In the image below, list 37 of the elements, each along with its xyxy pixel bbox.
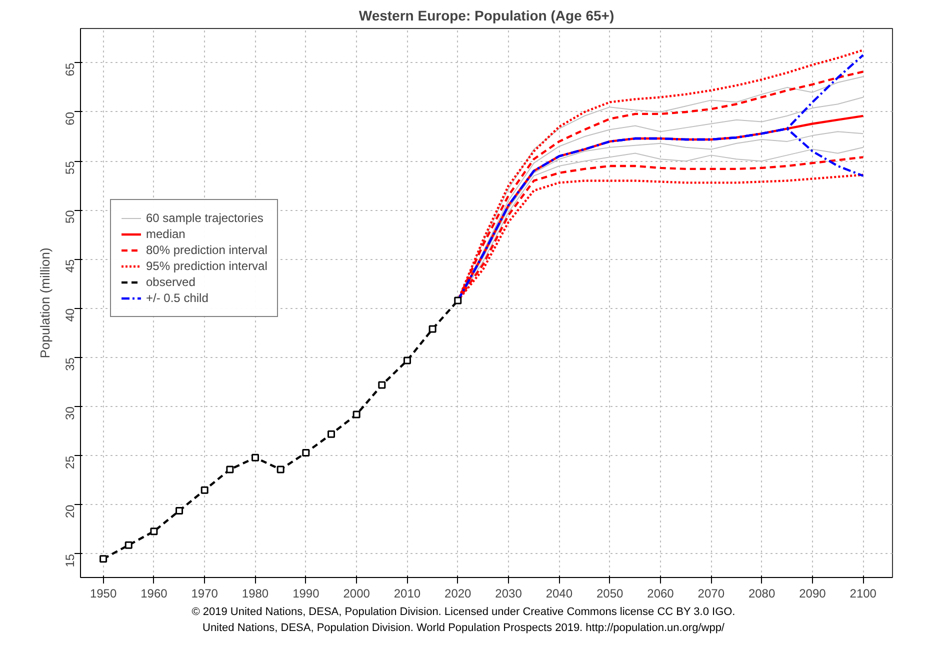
y-tick-label: 50 (63, 210, 77, 224)
legend-label: +/- 0.5 child (146, 290, 208, 306)
y-tick-label: 35 (63, 357, 77, 371)
chart-title: Western Europe: Population (Age 65+) (358, 8, 614, 24)
y-tick-label: 20 (63, 504, 77, 518)
legend-label: 60 sample trajectories (146, 210, 264, 226)
x-tick-label: 2100 (850, 586, 877, 600)
x-tick-label: 2000 (343, 586, 370, 600)
x-tick-label: 2040 (546, 586, 573, 600)
y-tick-label: 30 (63, 406, 77, 420)
y-axis-title: Population (million) (38, 248, 52, 358)
x-tick-label: 2010 (394, 586, 421, 600)
x-tick-label: 2060 (647, 586, 674, 600)
x-tick-label: 1970 (191, 586, 218, 600)
text: © 2019 United Nations, DESA, Population Division. Licensed under Creative Commons license CC BY 3.0 IGO. (192, 606, 736, 618)
y-tick-label: 40 (63, 308, 77, 322)
legend-label: 95% prediction interval (146, 258, 268, 274)
x-tick-label: 1990 (292, 586, 320, 600)
x-tick-label: 1950 (90, 586, 117, 600)
y-tick-label: 25 (63, 455, 77, 470)
y-tick-label: 65 (63, 62, 77, 76)
y-tick-label: 55 (63, 160, 77, 174)
x-tick-label: 2080 (748, 586, 776, 600)
x-tick-label: 2020 (444, 586, 472, 600)
x-tick-label: 2090 (799, 586, 826, 600)
y-tick-label: 15 (63, 554, 77, 568)
y-tick-label: 45 (63, 258, 77, 273)
legend-label: observed (146, 274, 196, 290)
legend-label: median (146, 226, 186, 242)
legend-label: 80% prediction interval (146, 242, 268, 258)
text: United Nations, DESA, Population Division. World Population Prospects 2019. http://population.un.org/wpp/ (202, 622, 724, 634)
x-tick-label: 2070 (698, 586, 725, 600)
x-tick-label: 2050 (596, 586, 624, 600)
x-tick-label: 1960 (140, 586, 168, 600)
y-tick-label: 60 (63, 112, 77, 126)
x-tick-label: 1980 (242, 586, 269, 600)
x-tick-label: 2030 (495, 586, 522, 600)
